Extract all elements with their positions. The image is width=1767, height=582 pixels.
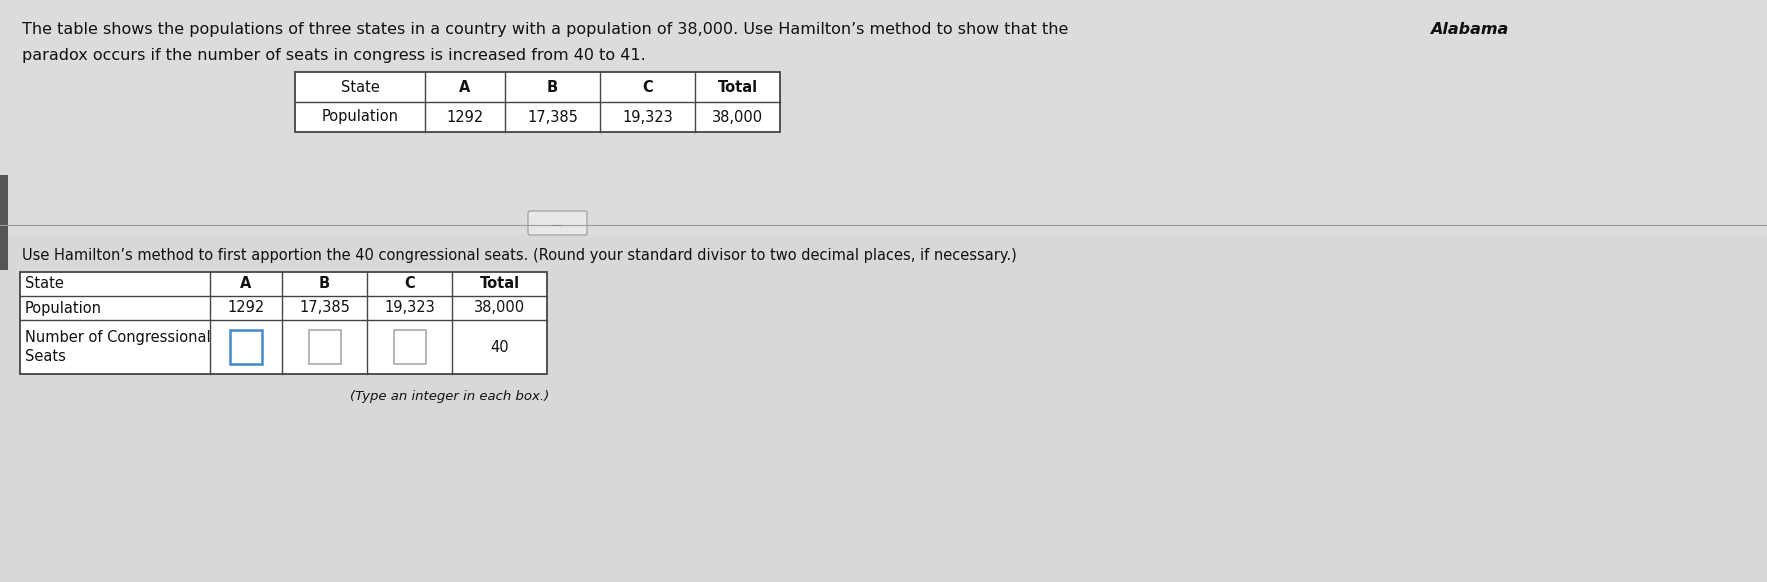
Bar bbox=[230, 330, 262, 364]
Text: A: A bbox=[240, 276, 251, 292]
Text: 1292: 1292 bbox=[447, 109, 484, 125]
Text: 40: 40 bbox=[489, 339, 509, 354]
Text: 19,323: 19,323 bbox=[383, 300, 435, 315]
Text: 17,385: 17,385 bbox=[527, 109, 578, 125]
Text: B: B bbox=[548, 80, 558, 94]
Text: State: State bbox=[25, 276, 64, 292]
Text: Population: Population bbox=[322, 109, 399, 125]
Bar bbox=[19, 272, 548, 374]
Text: 17,385: 17,385 bbox=[299, 300, 350, 315]
Text: 1292: 1292 bbox=[228, 300, 265, 315]
Text: Alabama: Alabama bbox=[1430, 22, 1509, 37]
Text: 19,323: 19,323 bbox=[622, 109, 673, 125]
Text: State: State bbox=[341, 80, 380, 94]
Text: paradox occurs if the number of seats in congress is increased from 40 to 41.: paradox occurs if the number of seats in… bbox=[21, 48, 645, 63]
Text: A: A bbox=[459, 80, 470, 94]
Text: 38,000: 38,000 bbox=[474, 300, 525, 315]
Text: C: C bbox=[641, 80, 652, 94]
Bar bbox=[309, 330, 341, 364]
Text: Total: Total bbox=[479, 276, 519, 292]
Bar bbox=[0, 0, 1767, 235]
Bar bbox=[0, 235, 1767, 582]
Text: Population: Population bbox=[25, 300, 102, 315]
Bar bbox=[394, 330, 426, 364]
Text: Total: Total bbox=[717, 80, 758, 94]
Text: 38,000: 38,000 bbox=[712, 109, 763, 125]
Bar bbox=[295, 72, 779, 132]
Text: (Type an integer in each box.): (Type an integer in each box.) bbox=[350, 390, 550, 403]
Text: Number of Congressional
Seats: Number of Congressional Seats bbox=[25, 329, 210, 364]
Text: Use Hamilton’s method to first apportion the 40 congressional seats. (Round your: Use Hamilton’s method to first apportion… bbox=[21, 248, 1016, 263]
Text: The table shows the populations of three states in a country with a population o: The table shows the populations of three… bbox=[21, 22, 1074, 37]
FancyBboxPatch shape bbox=[528, 211, 587, 235]
Text: ...: ... bbox=[551, 218, 564, 228]
Bar bbox=[0, 175, 9, 270]
Text: B: B bbox=[318, 276, 330, 292]
Text: C: C bbox=[405, 276, 415, 292]
